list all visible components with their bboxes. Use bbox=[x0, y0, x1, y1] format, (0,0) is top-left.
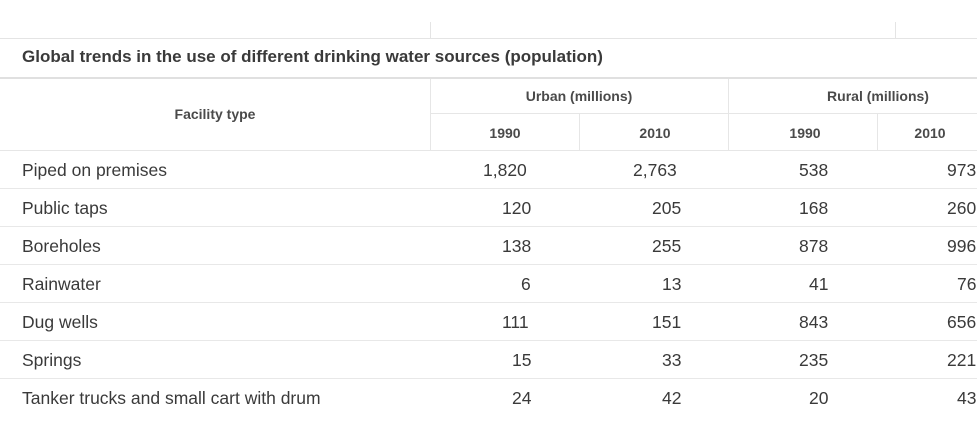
cell-urban-1990: 111 bbox=[502, 312, 529, 332]
row-label: Rainwater bbox=[22, 274, 101, 294]
header-year-rural-1990: 1990 bbox=[789, 125, 821, 141]
header-bottom-divider bbox=[0, 150, 977, 151]
cell-urban-1990: 6 bbox=[521, 274, 531, 294]
title-divider bbox=[0, 77, 977, 79]
cell-rural-2010: 973 bbox=[947, 160, 977, 180]
table-title: Global trends in the use of different dr… bbox=[22, 47, 603, 66]
row-divider bbox=[0, 302, 977, 303]
table-row: Boreholes 138 255 878 996 bbox=[0, 227, 977, 265]
header-column-divider bbox=[579, 114, 580, 151]
cell-rural-1990: 538 bbox=[799, 160, 829, 180]
row-label: Springs bbox=[22, 350, 82, 370]
header-column-divider bbox=[877, 114, 878, 151]
cell-rural-2010: 996 bbox=[947, 236, 977, 256]
data-table: Global trends in the use of different dr… bbox=[0, 39, 977, 409]
header-year-urban-1990: 1990 bbox=[489, 125, 521, 141]
cell-rural-2010: 656 bbox=[947, 312, 977, 332]
cell-rural-1990: 843 bbox=[799, 312, 829, 332]
cell-rural-1990: 168 bbox=[799, 198, 829, 218]
table-row: Tanker trucks and small cart with drum 2… bbox=[0, 379, 977, 409]
row-divider bbox=[0, 188, 977, 189]
table-row: Springs 15 33 235 221 bbox=[0, 341, 977, 379]
cell-rural-1990: 878 bbox=[799, 236, 829, 256]
header-group-rural: Rural (millions) bbox=[827, 88, 929, 104]
cell-urban-1990: 138 bbox=[502, 236, 532, 256]
cell-urban-2010: 205 bbox=[652, 198, 682, 218]
row-label: Piped on premises bbox=[22, 160, 167, 180]
top-column-tick bbox=[895, 22, 896, 38]
row-label: Dug wells bbox=[22, 312, 98, 332]
header-column-divider bbox=[728, 79, 729, 151]
row-label: Tanker trucks and small cart with drum bbox=[22, 388, 321, 408]
cell-rural-1990: 41 bbox=[809, 274, 829, 294]
row-divider bbox=[0, 226, 977, 227]
cell-rural-2010: 260 bbox=[947, 198, 977, 218]
table-row: Public taps 120 205 168 260 bbox=[0, 189, 977, 227]
cell-urban-2010: 255 bbox=[652, 236, 682, 256]
cell-rural-2010: 43 bbox=[957, 388, 977, 408]
cell-rural-2010: 221 bbox=[947, 350, 977, 370]
row-label: Public taps bbox=[22, 198, 108, 218]
cell-urban-2010: 2,763 bbox=[633, 160, 677, 180]
cell-urban-2010: 151 bbox=[652, 312, 682, 332]
cell-rural-1990: 235 bbox=[799, 350, 829, 370]
row-divider bbox=[0, 340, 977, 341]
header-column-divider bbox=[430, 79, 431, 151]
row-divider bbox=[0, 264, 977, 265]
cell-urban-2010: 33 bbox=[662, 350, 682, 370]
row-divider bbox=[0, 378, 977, 379]
table-row: Rainwater 6 13 41 76 bbox=[0, 265, 977, 303]
cell-urban-2010: 42 bbox=[662, 388, 682, 408]
cell-rural-1990: 20 bbox=[809, 388, 829, 408]
header-year-rural-2010: 2010 bbox=[914, 125, 946, 141]
header-year-urban-2010: 2010 bbox=[639, 125, 671, 141]
group-header-divider bbox=[430, 113, 977, 114]
header-group-urban: Urban (millions) bbox=[525, 88, 633, 104]
top-column-tick bbox=[430, 22, 431, 38]
cell-urban-2010: 13 bbox=[662, 274, 682, 294]
row-label: Boreholes bbox=[22, 236, 101, 256]
table-row: Dug wells 111 151 843 656 bbox=[0, 303, 977, 341]
cell-urban-1990: 120 bbox=[502, 198, 532, 218]
cell-urban-1990: 15 bbox=[512, 350, 532, 370]
table-row: Piped on premises 1,820 2,763 538 973 bbox=[0, 151, 977, 189]
top-border bbox=[0, 38, 977, 39]
cell-urban-1990: 24 bbox=[512, 388, 532, 408]
header-facility-type: Facility type bbox=[174, 106, 256, 122]
cell-rural-2010: 76 bbox=[957, 274, 977, 294]
cell-urban-1990: 1,820 bbox=[483, 160, 527, 180]
